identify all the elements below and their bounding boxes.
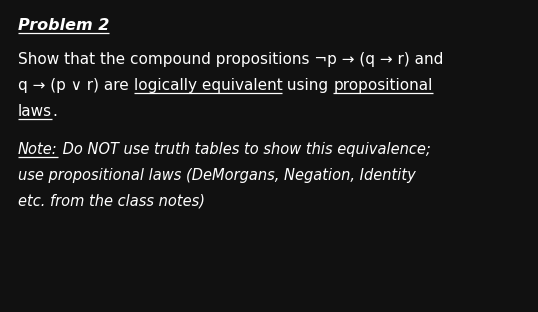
Text: .: . xyxy=(52,104,57,119)
Text: logically equivalent: logically equivalent xyxy=(133,78,282,93)
Text: Problem 2: Problem 2 xyxy=(18,18,109,33)
Text: q → (p ∨ r) are: q → (p ∨ r) are xyxy=(18,78,133,93)
Text: etc. from the class notes): etc. from the class notes) xyxy=(18,194,205,209)
Text: using: using xyxy=(282,78,334,93)
Text: Note:: Note: xyxy=(18,142,58,157)
Text: use propositional laws (DeMorgans, Negation, Identity: use propositional laws (DeMorgans, Negat… xyxy=(18,168,416,183)
Text: Show that the compound propositions ¬p → (q → r) and: Show that the compound propositions ¬p →… xyxy=(18,52,443,67)
Text: Do NOT use truth tables to show this equivalence;: Do NOT use truth tables to show this equ… xyxy=(58,142,430,157)
Text: laws: laws xyxy=(18,104,52,119)
Text: propositional: propositional xyxy=(334,78,433,93)
